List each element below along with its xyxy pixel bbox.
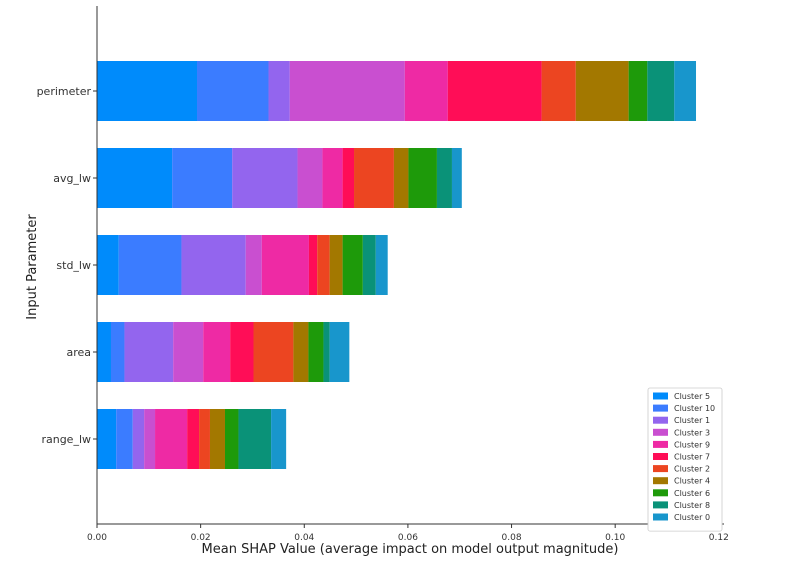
y-tick-label: std_lw	[56, 259, 91, 272]
bar-segment-range-lw-cluster-4	[209, 409, 225, 469]
bar-segment-avg-lw-cluster-5	[97, 148, 173, 208]
bar-segment-area-cluster-1	[124, 322, 174, 382]
bar-segment-std-lw-cluster-6	[342, 235, 363, 295]
bar-segment-area-cluster-3	[173, 322, 204, 382]
bar-segment-range-lw-cluster-6	[224, 409, 239, 469]
bar-segment-range-lw-cluster-3	[144, 409, 156, 469]
x-axis-title: Mean SHAP Value (average impact on model…	[202, 542, 619, 557]
bar-segment-area-cluster-7	[230, 322, 254, 382]
bar-segment-avg-lw-cluster-1	[232, 148, 298, 208]
bar-segment-range-lw-cluster-5	[97, 409, 117, 469]
bar-segment-avg-lw-cluster-2	[354, 148, 394, 208]
bars-layer	[97, 61, 697, 469]
legend-label: Cluster 2	[674, 465, 710, 474]
x-tick-label: 0.02	[191, 533, 211, 543]
bar-segment-std-lw-cluster-2	[317, 235, 330, 295]
legend-swatch	[653, 428, 668, 436]
legend: Cluster 5 Cluster 10 Cluster 1 Cluster 3 Clu…	[647, 387, 723, 532]
bar-segment-area-cluster-5	[97, 322, 111, 382]
bar-segment-range-lw-cluster-1	[132, 409, 145, 469]
legend-label: Cluster 9	[674, 440, 710, 449]
bar-segment-perimeter-cluster-0	[674, 61, 697, 121]
bar-segment-std-lw-cluster-8	[362, 235, 376, 295]
legend-label: Cluster 3	[674, 428, 710, 437]
y-tick-label: area	[66, 346, 91, 359]
bar-segment-area-cluster-10	[110, 322, 125, 382]
legend-swatch	[653, 392, 668, 400]
bar-segment-std-lw-cluster-0	[375, 235, 388, 295]
bar-segment-area-cluster-6	[308, 322, 324, 382]
bar-segment-perimeter-cluster-5	[97, 61, 198, 121]
bar-segment-area-cluster-9	[203, 322, 231, 382]
legend-swatch	[653, 477, 668, 485]
legend-swatch	[653, 416, 668, 424]
bar-segment-avg-lw-cluster-10	[172, 148, 233, 208]
legend-swatch	[653, 513, 668, 521]
bar-segment-range-lw-cluster-2	[199, 409, 210, 469]
legend-label: Cluster 7	[674, 453, 710, 462]
bar-segment-perimeter-cluster-3	[289, 61, 405, 121]
bar-segment-range-lw-cluster-9	[155, 409, 188, 469]
bar-segment-std-lw-cluster-5	[97, 235, 119, 295]
bar-segment-avg-lw-cluster-9	[322, 148, 343, 208]
bar-segment-std-lw-cluster-3	[245, 235, 262, 295]
bar-segment-avg-lw-cluster-4	[393, 148, 409, 208]
legend-label: Cluster 8	[674, 501, 710, 510]
bar-segment-range-lw-cluster-0	[271, 409, 287, 469]
y-tick-label: avg_lw	[53, 172, 91, 185]
bar-segment-area-cluster-0	[329, 322, 350, 382]
bar-segment-std-lw-cluster-7	[308, 235, 318, 295]
x-tick-label: 0.08	[502, 533, 522, 543]
legend-label: Cluster 0	[674, 513, 710, 522]
bar-segment-area-cluster-8	[323, 322, 330, 382]
bar-segment-area-cluster-4	[293, 322, 309, 382]
bar-segment-std-lw-cluster-9	[261, 235, 309, 295]
bar-segment-perimeter-cluster-1	[268, 61, 290, 121]
y-tick-label: range_lw	[41, 433, 91, 446]
legend-swatch	[653, 440, 668, 448]
x-tick-label: 0.00	[87, 533, 107, 543]
bar-segment-avg-lw-cluster-0	[451, 148, 462, 208]
legend-label: Cluster 5	[674, 392, 710, 401]
bar-segment-range-lw-cluster-8	[238, 409, 272, 469]
legend-swatch	[653, 404, 668, 412]
x-tick-label: 0.04	[294, 533, 314, 543]
bar-segment-avg-lw-cluster-6	[408, 148, 437, 208]
x-tick-layer: 0.00 0.02 0.04 0.06 0.08 0.10 0.12	[87, 524, 729, 543]
bar-segment-perimeter-cluster-7	[447, 61, 542, 121]
bar-segment-perimeter-cluster-10	[197, 61, 269, 121]
bar-segment-range-lw-cluster-10	[116, 409, 133, 469]
x-tick-label: 0.06	[398, 533, 418, 543]
bar-segment-avg-lw-cluster-8	[436, 148, 452, 208]
bar-segment-perimeter-cluster-4	[575, 61, 629, 121]
y-axis-title: Input Parameter	[25, 214, 40, 320]
bar-segment-std-lw-cluster-4	[329, 235, 343, 295]
bar-segment-avg-lw-cluster-3	[297, 148, 323, 208]
x-tick-label: 0.12	[709, 533, 729, 543]
legend-swatch	[653, 465, 668, 473]
legend-label: Cluster 10	[674, 404, 715, 413]
bar-segment-area-cluster-2	[253, 322, 294, 382]
bar-segment-perimeter-cluster-2	[541, 61, 576, 121]
bar-segment-range-lw-cluster-7	[187, 409, 200, 469]
legend-label: Cluster 1	[674, 416, 710, 425]
bar-segment-avg-lw-cluster-7	[342, 148, 355, 208]
legend-swatch	[653, 501, 668, 509]
legend-swatch	[653, 489, 668, 497]
bar-segment-perimeter-cluster-8	[647, 61, 675, 121]
bar-segment-perimeter-cluster-6	[628, 61, 648, 121]
bar-segment-std-lw-cluster-1	[181, 235, 246, 295]
legend-label: Cluster 6	[674, 489, 710, 498]
bar-segment-std-lw-cluster-10	[118, 235, 182, 295]
x-tick-label: 0.10	[605, 533, 625, 543]
bar-segment-perimeter-cluster-9	[404, 61, 448, 121]
legend-swatch	[653, 453, 668, 460]
y-tick-label: perimeter	[37, 85, 92, 98]
legend-label: Cluster 4	[674, 477, 710, 486]
